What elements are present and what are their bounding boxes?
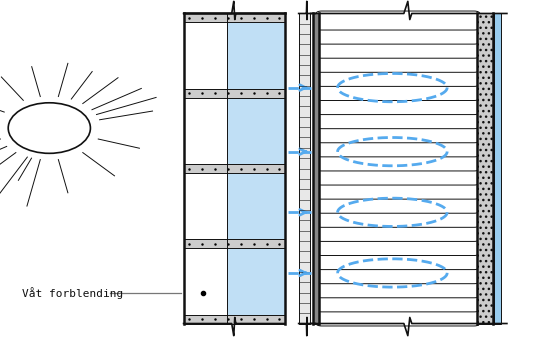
FancyBboxPatch shape bbox=[316, 208, 480, 227]
Bar bbox=[477, 13, 493, 324]
FancyBboxPatch shape bbox=[316, 307, 480, 326]
Bar bbox=[184, 22, 227, 89]
Bar bbox=[299, 13, 310, 324]
Bar bbox=[184, 248, 227, 315]
FancyBboxPatch shape bbox=[316, 11, 480, 30]
Bar bbox=[227, 173, 285, 240]
FancyBboxPatch shape bbox=[316, 265, 480, 284]
Bar bbox=[227, 22, 285, 89]
Bar bbox=[184, 13, 285, 22]
Bar bbox=[227, 13, 285, 324]
Text: Våt forblending: Våt forblending bbox=[22, 287, 123, 299]
FancyBboxPatch shape bbox=[316, 110, 480, 129]
FancyBboxPatch shape bbox=[316, 279, 480, 298]
FancyBboxPatch shape bbox=[316, 237, 480, 255]
Bar bbox=[494, 13, 501, 324]
Bar bbox=[227, 248, 285, 315]
FancyBboxPatch shape bbox=[316, 39, 480, 58]
FancyBboxPatch shape bbox=[316, 53, 480, 72]
Bar bbox=[184, 240, 285, 248]
FancyBboxPatch shape bbox=[316, 293, 480, 312]
FancyBboxPatch shape bbox=[316, 166, 480, 185]
Bar bbox=[184, 315, 285, 324]
FancyBboxPatch shape bbox=[316, 82, 480, 100]
FancyBboxPatch shape bbox=[316, 180, 480, 199]
Bar bbox=[313, 13, 319, 324]
FancyBboxPatch shape bbox=[316, 67, 480, 86]
FancyBboxPatch shape bbox=[316, 194, 480, 213]
FancyBboxPatch shape bbox=[316, 25, 480, 44]
FancyBboxPatch shape bbox=[316, 222, 480, 241]
FancyBboxPatch shape bbox=[316, 96, 480, 115]
Bar bbox=[184, 173, 227, 240]
Bar bbox=[184, 89, 285, 97]
Bar bbox=[184, 164, 285, 173]
FancyBboxPatch shape bbox=[316, 138, 480, 157]
FancyBboxPatch shape bbox=[316, 124, 480, 143]
Bar bbox=[184, 97, 227, 164]
Bar bbox=[227, 97, 285, 164]
FancyBboxPatch shape bbox=[316, 152, 480, 171]
FancyBboxPatch shape bbox=[316, 251, 480, 270]
